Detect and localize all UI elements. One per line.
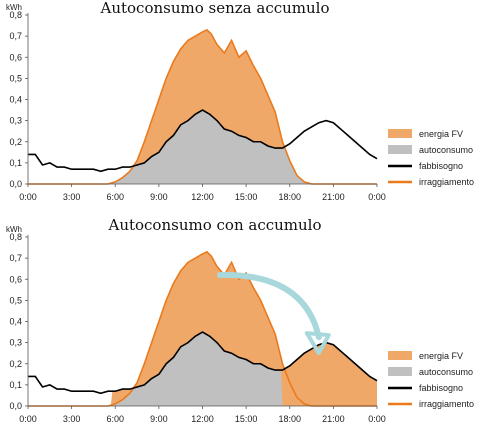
- autoconsumo-area: [28, 332, 377, 406]
- y-tick-label: 0,3: [9, 338, 22, 348]
- x-tick-label: 3:00: [63, 414, 81, 424]
- energia-fv-area: [28, 251, 377, 406]
- x-tick-label: 9:00: [150, 414, 168, 424]
- arrow-annotation-head: [304, 331, 331, 356]
- legend-swatch: [388, 367, 412, 376]
- x-tick-label: 15:00: [235, 414, 258, 424]
- autoconsumo-area: [28, 110, 377, 184]
- legend-label: autoconsumo: [419, 367, 473, 377]
- y-tick-label: 0,5: [9, 295, 22, 305]
- y-tick-label: 0,2: [9, 359, 22, 369]
- legend-label: fabbisogno: [419, 383, 463, 393]
- y-tick-label: 0,0: [9, 179, 22, 189]
- x-tick-label: 6:00: [106, 192, 124, 202]
- x-tick-label: 12:00: [191, 192, 214, 202]
- irraggiamento-line: [28, 250, 377, 407]
- legend-label: energia FV: [419, 351, 463, 361]
- x-tick-label: 21:00: [322, 192, 345, 202]
- x-tick-label: 9:00: [150, 192, 168, 202]
- fabbisogno-line: [28, 109, 378, 173]
- chart-title: Autoconsumo senza accumulo: [100, 0, 330, 17]
- legend-label: irraggiamento: [419, 177, 474, 187]
- y-tick-label: 0,8: [9, 10, 22, 20]
- y-tick-label: 0,7: [9, 253, 22, 263]
- y-tick-label: 0,3: [9, 116, 22, 126]
- y-tick-label: 0,6: [9, 274, 22, 284]
- arrow-annotation-shaft: [216, 272, 322, 341]
- x-tick-label: 0:00: [368, 192, 386, 202]
- y-tick-label: 0,2: [9, 137, 22, 147]
- x-tick-label: 3:00: [63, 192, 81, 202]
- y-tick-label: 0,4: [9, 317, 22, 327]
- y-tick-label: 0,7: [9, 31, 22, 41]
- legend-swatch: [388, 145, 412, 154]
- x-tick-label: 0:00: [19, 414, 37, 424]
- legend-label: autoconsumo: [419, 145, 473, 155]
- legend-label: energia FV: [419, 129, 463, 139]
- x-tick-label: 18:00: [278, 192, 301, 202]
- y-axis-unit: kWh: [6, 3, 22, 12]
- x-tick-label: 0:00: [368, 414, 386, 424]
- chart-title: Autoconsumo con accumulo: [107, 216, 321, 234]
- y-axis-unit: kWh: [6, 225, 22, 234]
- y-tick-label: 0,4: [9, 95, 22, 105]
- irraggiamento-line: [28, 28, 377, 185]
- legend-label: fabbisogno: [419, 161, 463, 171]
- legend-swatch: [388, 351, 412, 360]
- y-tick-label: 0,0: [9, 401, 22, 411]
- x-tick-label: 0:00: [19, 192, 37, 202]
- y-tick-label: 0,5: [9, 73, 22, 83]
- y-tick-label: 0,6: [9, 52, 22, 62]
- energia-fv-area: [28, 29, 377, 184]
- y-tick-label: 0,1: [9, 158, 22, 168]
- x-tick-label: 6:00: [106, 414, 124, 424]
- fabbisogno-line: [28, 331, 378, 395]
- x-tick-label: 12:00: [191, 414, 214, 424]
- chart-panel-senza-accumulo: Autoconsumo senza accumulo 0,0 0,1 0,2 0,3 0…: [6, 0, 474, 202]
- legend-swatch: [388, 129, 412, 138]
- x-tick-label: 18:00: [278, 414, 301, 424]
- legend-label: irraggiamento: [419, 399, 474, 409]
- y-tick-label: 0,1: [9, 380, 22, 390]
- x-tick-label: 21:00: [322, 414, 345, 424]
- chart-panel-con-accumulo: Autoconsumo con accumulo 0,0 0,1 0,2 0,3 0,4…: [6, 216, 474, 424]
- x-tick-label: 15:00: [235, 192, 258, 202]
- y-tick-label: 0,8: [9, 232, 22, 242]
